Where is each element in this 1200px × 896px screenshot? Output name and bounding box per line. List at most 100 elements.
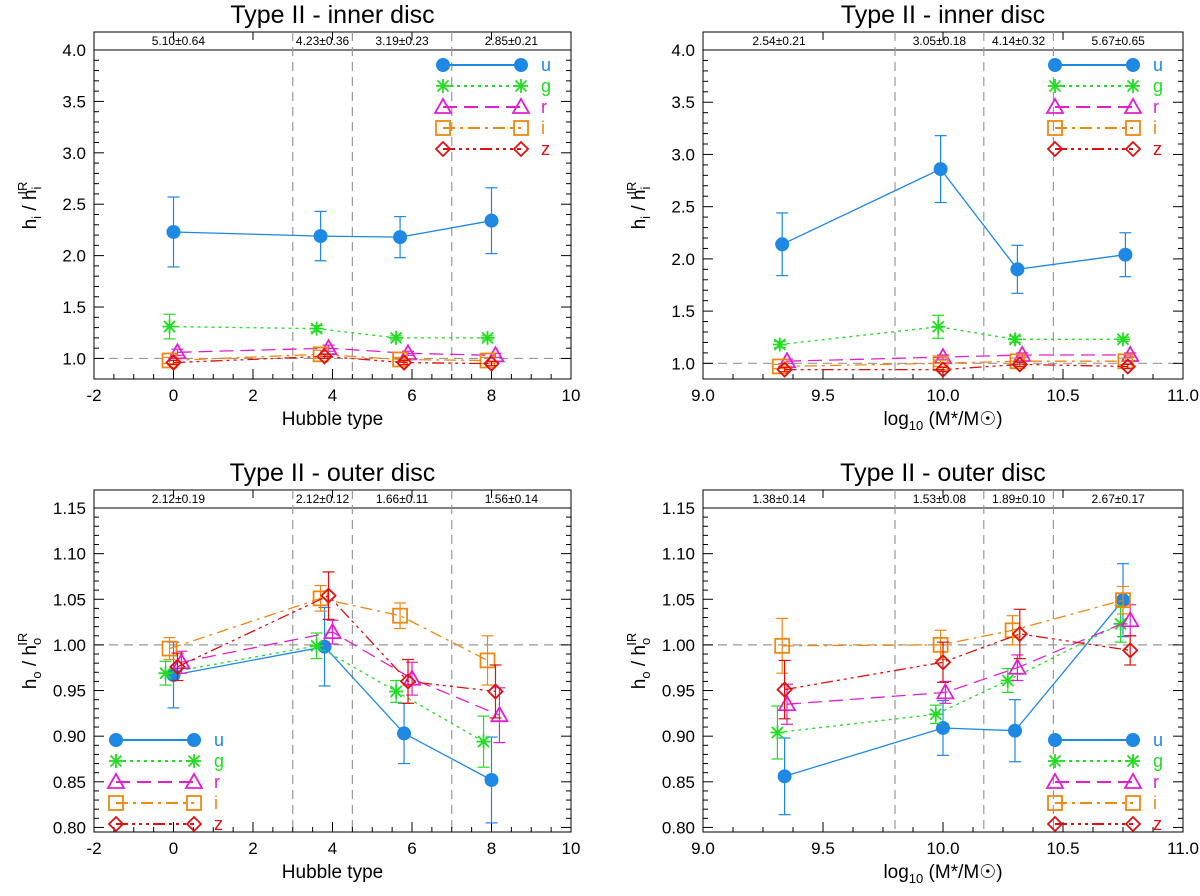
- legend-marker-g: [1126, 79, 1140, 93]
- x-axis-label: Hubble type: [282, 409, 383, 430]
- bin-label: 1.89±0.10: [992, 492, 1046, 506]
- series-g: [158, 632, 491, 768]
- legend-marker-r: [106, 772, 126, 789]
- chart-title: Type II - inner disc: [841, 1, 1045, 29]
- x-tick-label: 6: [407, 386, 416, 405]
- data-point-g: [931, 319, 946, 334]
- y-axis-label: hi / hiIR: [624, 182, 653, 230]
- series-line-u: [781, 168, 1126, 270]
- error-bar: [481, 635, 494, 686]
- data-point-g: [928, 707, 943, 722]
- series-z: [776, 356, 1137, 378]
- error-bar: [489, 664, 502, 719]
- legend-label-i: i: [214, 793, 218, 813]
- data-point-z: [1121, 642, 1139, 659]
- data-point-u: [1008, 723, 1022, 738]
- series-line-z: [784, 633, 1131, 691]
- legend-marker-u: [514, 58, 528, 72]
- y-tick-label: 1.00: [662, 636, 695, 655]
- legend-label-i: i: [541, 118, 545, 138]
- legend-marker-z: [107, 815, 125, 833]
- x-tick-label: 2: [248, 839, 257, 858]
- bin-label: 4.23±0.36: [296, 34, 350, 48]
- x-tick-label: 9.0: [691, 839, 715, 858]
- series-g: [770, 605, 1128, 760]
- data-point-i: [932, 637, 949, 653]
- chart-title: Type II - outer disc: [840, 459, 1046, 487]
- legend-marker-u: [187, 733, 201, 747]
- series-line-r: [181, 631, 500, 716]
- error-bar: [394, 602, 407, 630]
- bin-label: 2.67±0.17: [1092, 492, 1146, 506]
- legend-marker-i: [1047, 120, 1063, 136]
- legend-label-g: g: [1153, 76, 1163, 96]
- series-g: [772, 314, 1130, 352]
- legend-marker-i: [1125, 795, 1141, 811]
- legend-marker-i: [513, 120, 529, 136]
- legend-marker-g: [1048, 79, 1062, 93]
- series-u: [775, 135, 1133, 294]
- series-g: [162, 313, 495, 345]
- legend-label-u: u: [1153, 55, 1163, 75]
- x-tick-label: 9.0: [691, 386, 715, 405]
- series-line-g: [779, 326, 1123, 346]
- series-u: [777, 563, 1130, 816]
- series-r: [777, 345, 1140, 369]
- series-u: [166, 187, 499, 268]
- y-tick-label: 3.0: [671, 145, 695, 164]
- series-z: [169, 571, 504, 719]
- series-r: [171, 619, 510, 744]
- data-point-g: [389, 330, 404, 345]
- series-line-i: [169, 353, 488, 362]
- data-point-z: [399, 673, 417, 690]
- bin-label: 5.67±0.65: [1092, 34, 1146, 48]
- data-point-i: [1115, 592, 1131, 609]
- x-tick-label: 0: [169, 839, 178, 858]
- legend-marker-r: [433, 97, 453, 114]
- error-bar: [776, 617, 789, 674]
- data-point-u: [1010, 262, 1025, 277]
- data-point-u: [393, 230, 408, 245]
- legend-marker-z: [185, 815, 203, 833]
- y-tick-label: 1.10: [53, 545, 86, 564]
- y-tick-label: 2.5: [671, 198, 695, 217]
- x-tick-label: 8: [487, 839, 496, 858]
- data-point-r: [777, 694, 797, 712]
- y-tick-label: 1.0: [671, 354, 695, 373]
- x-tick-label: 4: [328, 386, 337, 405]
- legend-marker-g: [514, 79, 528, 93]
- series-line-z: [177, 594, 496, 693]
- y-tick-label: 1.00: [53, 636, 86, 655]
- x-axis-label: Hubble type: [282, 862, 383, 883]
- panel-3: Type II - outer disc 2.12±0.19 2.12±0.12 1.…: [15, 459, 580, 883]
- legend-label-g: g: [541, 76, 551, 96]
- error-bar: [1124, 635, 1137, 666]
- x-tick-label: 9.5: [811, 839, 835, 858]
- data-point-g: [476, 734, 491, 749]
- data-point-r: [1007, 657, 1027, 675]
- series-line-u: [173, 645, 492, 781]
- series-line-r: [786, 619, 1131, 705]
- legend-label-r: r: [1153, 97, 1159, 117]
- series-r: [777, 604, 1140, 725]
- legend-marker-u: [436, 58, 450, 72]
- legend-marker-z: [434, 140, 452, 158]
- legend-label-r: r: [1153, 772, 1159, 792]
- data-point-i: [774, 637, 791, 654]
- chart-title: Type II - outer disc: [230, 459, 436, 487]
- data-point-g: [309, 638, 324, 653]
- legend-marker-u: [1126, 58, 1140, 72]
- y-axis-label: ho / hoIR: [15, 633, 44, 689]
- data-point-z: [1119, 358, 1137, 375]
- series-line-i: [169, 597, 488, 661]
- legend-marker-i: [108, 795, 124, 811]
- legend-label-r: r: [541, 97, 547, 117]
- x-tick-label: 4: [328, 839, 337, 858]
- legend-marker-r: [511, 97, 531, 114]
- data-point-z: [934, 361, 952, 378]
- data-point-i: [771, 358, 788, 375]
- error-bar: [314, 584, 327, 612]
- y-tick-label: 1.0: [62, 349, 86, 368]
